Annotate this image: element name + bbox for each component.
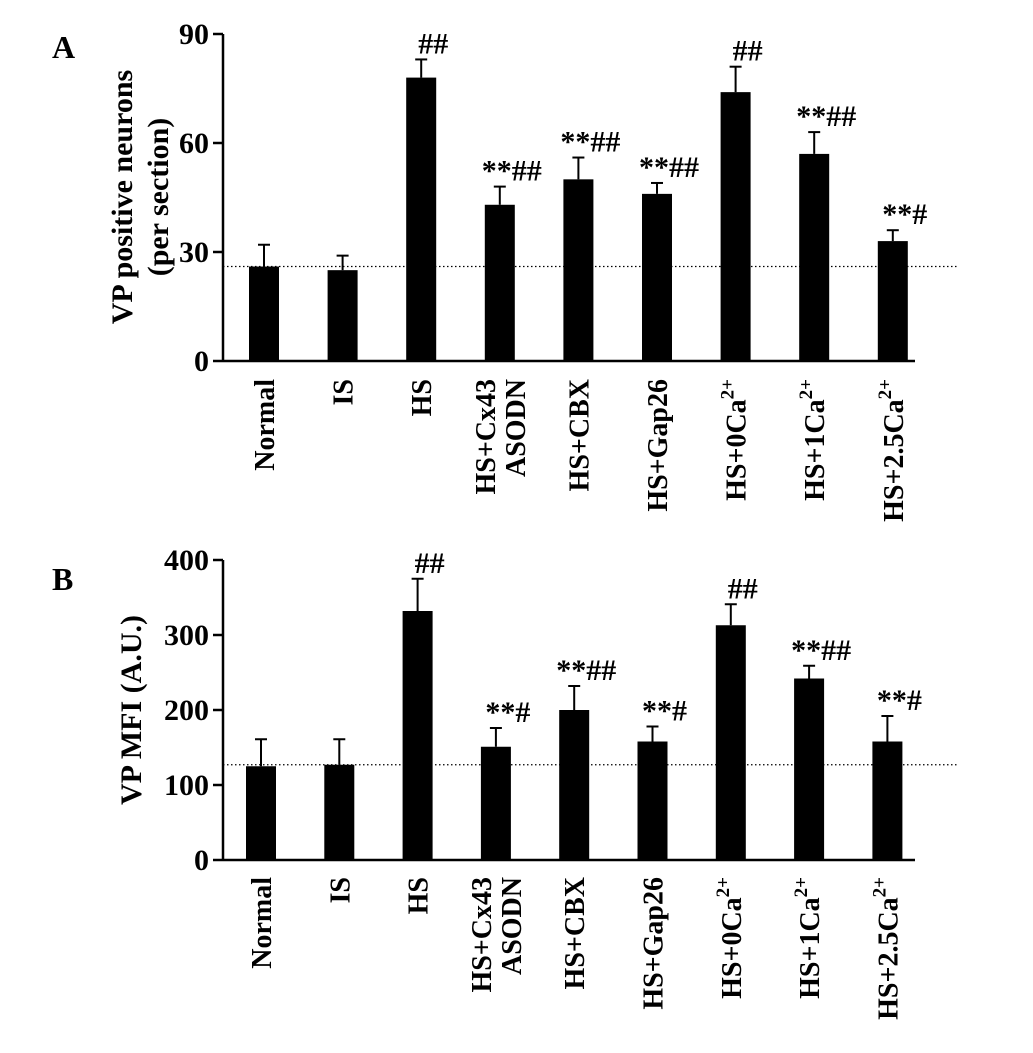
significance-label: **# <box>642 695 687 728</box>
category-label: HS <box>404 877 435 914</box>
y-tick-label: 0 <box>194 844 209 877</box>
significance-label: **## <box>560 126 620 159</box>
category-label: HS+CBX <box>560 877 591 989</box>
bar <box>324 764 355 860</box>
y-axis-title: VP MFI (A.U.) <box>115 615 148 805</box>
bar <box>720 92 751 361</box>
category-label: HS+2.5Ca2+ <box>875 379 910 522</box>
bar <box>715 625 746 860</box>
category-label: HS+0Ca2+ <box>718 379 753 501</box>
y-tick-label: 30 <box>179 236 209 269</box>
bar <box>799 153 830 361</box>
bar <box>484 204 515 361</box>
y-tick-label: 90 <box>179 18 209 51</box>
y-tick-label: 400 <box>164 544 209 577</box>
category-label: HS <box>407 379 438 416</box>
significance-label: ## <box>733 35 763 68</box>
category-label: HS+Gap26 <box>643 379 674 512</box>
category-label: HS+Cx43 <box>471 379 502 495</box>
bar <box>794 678 825 860</box>
category-label: HS+1Ca2+ <box>796 379 831 501</box>
category-label: Normal <box>247 877 278 969</box>
category-label: IS <box>329 379 360 405</box>
category-label: HS+CBX <box>564 379 595 491</box>
category-label: HS+1Ca2+ <box>791 877 826 999</box>
significance-label: ## <box>415 547 445 580</box>
significance-label: **## <box>482 155 542 188</box>
bar <box>402 611 433 860</box>
bar <box>877 241 908 361</box>
y-tick-label: 100 <box>164 769 209 802</box>
y-tick-label: 300 <box>164 619 209 652</box>
category-label: IS <box>325 877 356 903</box>
significance-label: **# <box>877 684 922 717</box>
category-label: HS+Cx43 <box>467 877 498 993</box>
category-label: HS+Gap26 <box>639 877 670 1010</box>
significance-label: **## <box>556 654 616 687</box>
category-label: HS+0Ca2+ <box>713 877 748 999</box>
bar <box>563 179 594 361</box>
category-label: ASODN <box>501 379 532 477</box>
significance-label: **## <box>791 634 851 667</box>
significance-label: ## <box>418 27 448 60</box>
y-tick-label: 200 <box>164 694 209 727</box>
category-label: HS+2.5Ca2+ <box>869 877 904 1020</box>
y-axis-title: VP positive neurons <box>106 70 139 325</box>
category-label: ASODN <box>497 877 528 975</box>
significance-label: ## <box>728 572 758 605</box>
chart-panel-a: A VP positive neurons (per section) 0 30 60 90… <box>52 18 958 522</box>
bar <box>249 266 279 361</box>
bar <box>872 741 903 860</box>
bar <box>642 193 672 361</box>
significance-label: **## <box>639 151 699 184</box>
bar <box>246 766 276 860</box>
y-tick-label: 60 <box>179 127 209 160</box>
significance-label: **## <box>796 100 856 133</box>
y-axis-title: (per section) <box>142 118 175 277</box>
chart-panel-b: B VP MFI (A.U.) 0 100 200 300 400 Normal IS ## HS *… <box>52 544 958 1020</box>
significance-label: **# <box>882 198 927 231</box>
y-tick-label: 0 <box>194 345 209 378</box>
bar <box>480 746 511 860</box>
significance-label: **# <box>485 696 530 729</box>
bar <box>637 741 668 860</box>
panel-label: B <box>52 561 73 597</box>
panel-label: A <box>52 29 75 65</box>
bar <box>327 270 358 361</box>
category-label: Normal <box>250 379 281 471</box>
bar <box>559 710 590 860</box>
bar <box>406 77 437 361</box>
